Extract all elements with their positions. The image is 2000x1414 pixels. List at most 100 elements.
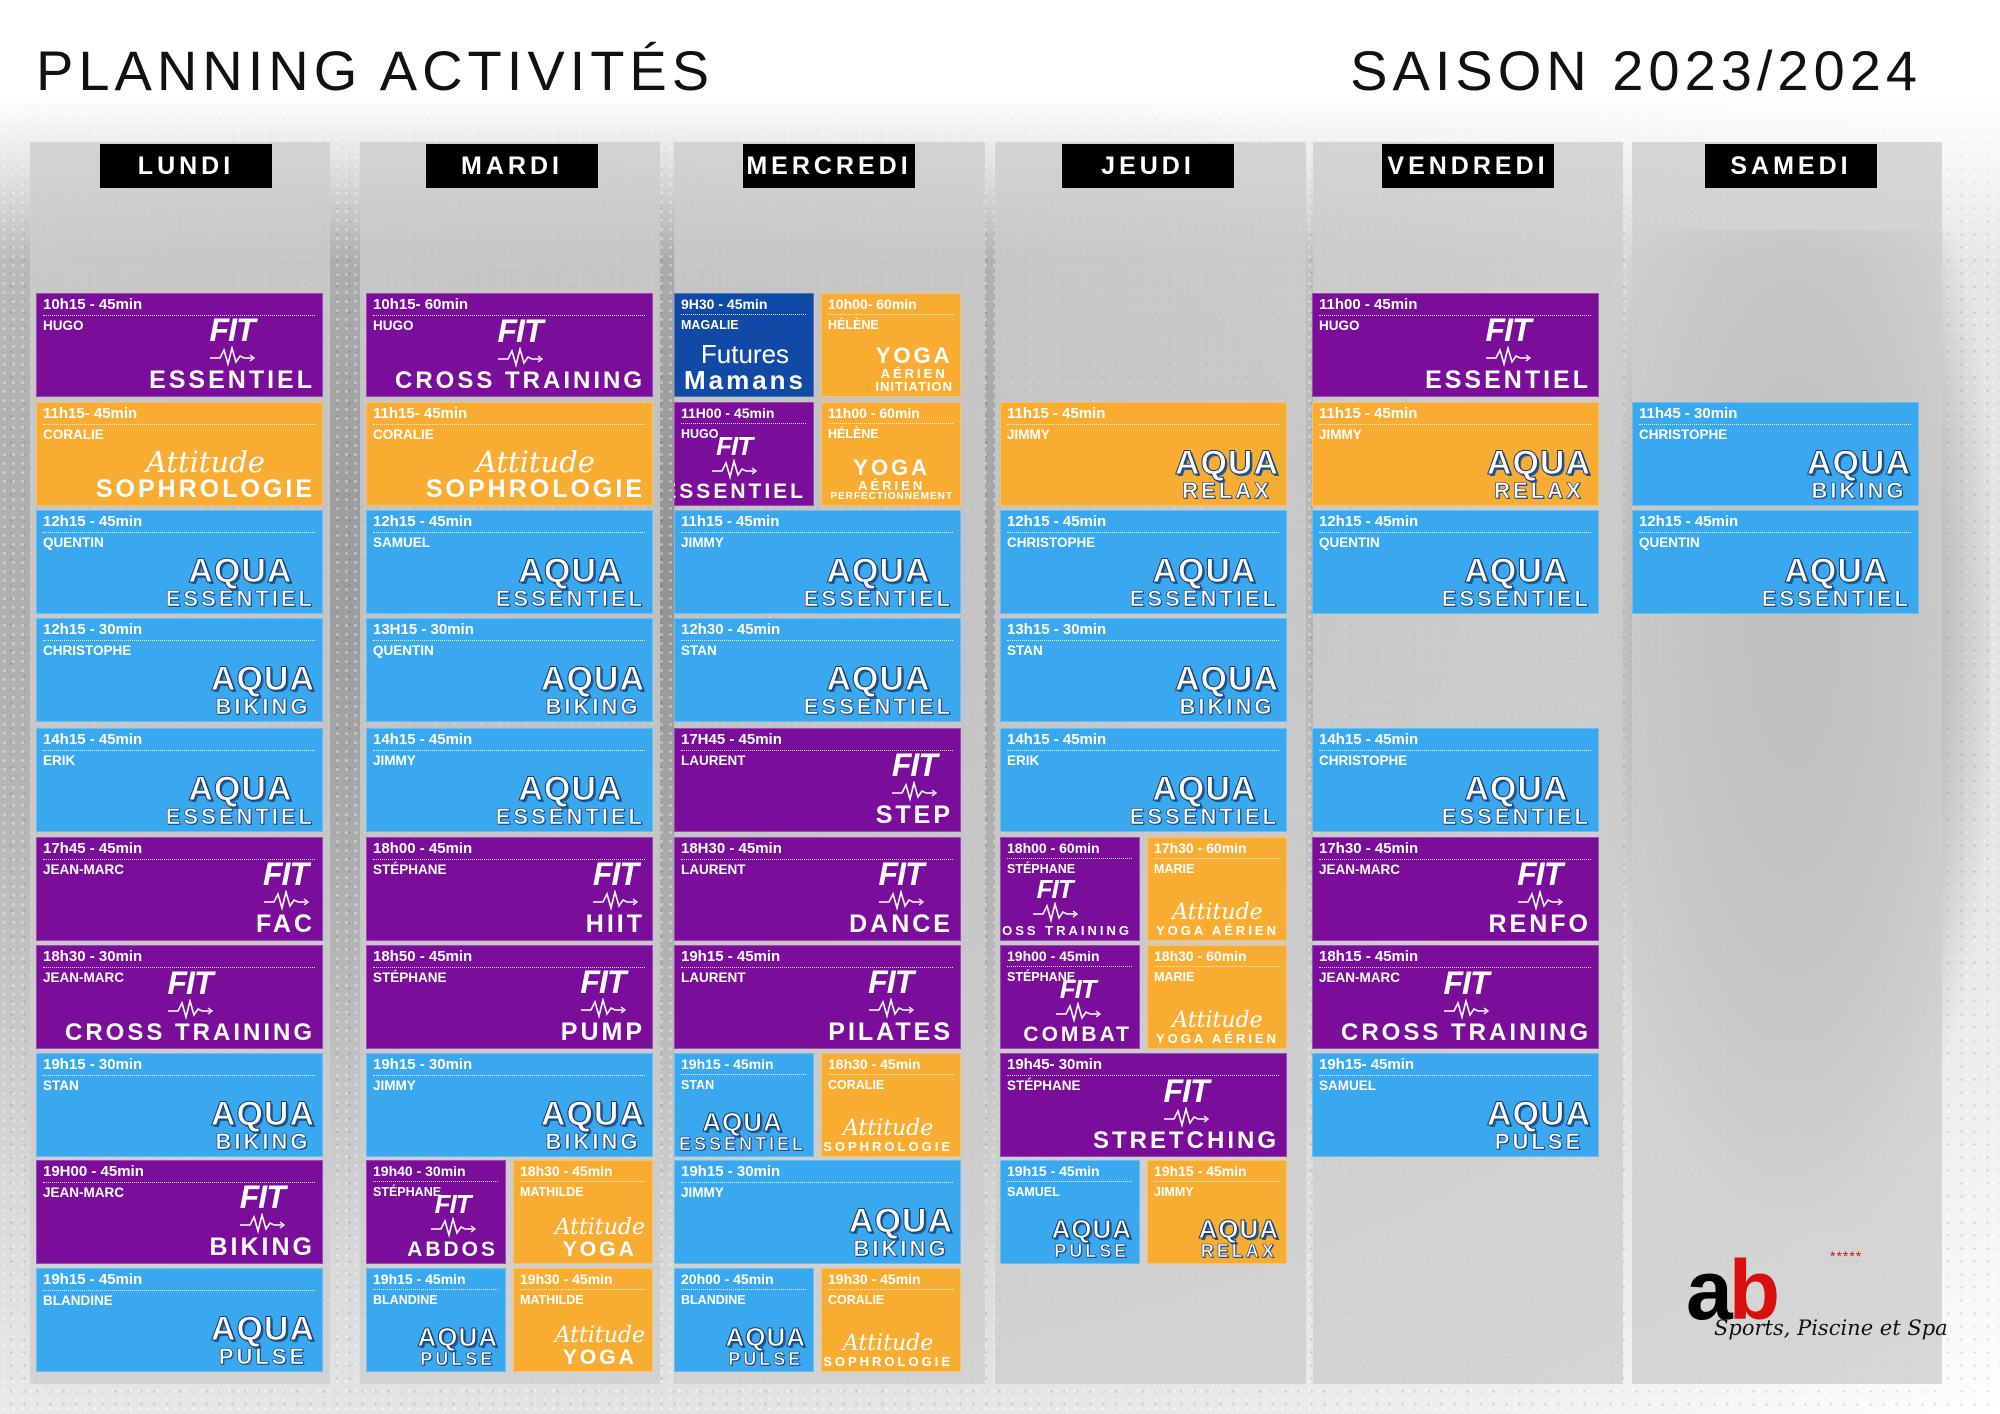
session-logo: FIT ABDOS [407,1191,498,1260]
session-coach: BLANDINE [43,1293,113,1308]
session-card[interactable]: 12h15 - 45min CHRISTOPHE AQUA ESSENTIEL [1000,510,1287,614]
session-card[interactable]: 19h15 - 45min JIMMY AQUA RELAX [1147,1160,1287,1264]
session-card[interactable]: 12h15 - 30min CHRISTOPHE AQUA BIKING [36,618,323,722]
session-card[interactable]: 11h00 - 45min HUGO FIT ESSENTIEL [1312,293,1599,397]
session-card[interactable]: 13h15 - 30min STAN AQUA BIKING [1000,618,1287,722]
session-card[interactable]: 11H00 - 45min HUGO FIT ESSENTIEL [674,402,814,506]
session-card[interactable]: 13H15 - 30min QUENTIN AQUA BIKING [366,618,653,722]
logo-tagline: Sports, Piscine et Spa [1714,1316,1948,1340]
session-card[interactable]: 19h00 - 45min STÉPHANE FIT COMBAT [1000,945,1140,1049]
session-brand: Attitude [554,1323,645,1348]
session-card[interactable]: 10h15- 60min HUGO FIT CROSS TRAINING [366,293,653,397]
session-card[interactable]: 11h15 - 45min JIMMY AQUA ESSENTIEL [674,510,961,614]
session-card[interactable]: 18h30 - 45min MATHILDE Attitude YOGA [513,1160,653,1264]
session-card[interactable]: 20h00 - 45min BLANDINE AQUA PULSE [674,1268,814,1372]
session-card[interactable]: 18h15 - 45min JEAN-MARC FIT CROSS TRAINING [1312,945,1599,1049]
session-time: 19h40 - 30min [373,1163,498,1182]
session-time: 14h15 - 45min [1319,731,1591,751]
session-card[interactable]: 10h15 - 45min HUGO FIT ESSENTIEL [36,293,323,397]
session-card[interactable]: 19h30 - 45min MATHILDE Attitude YOGA [513,1268,653,1372]
session-card[interactable]: 19h40 - 30min STÉPHANE FIT ABDOS [366,1160,506,1264]
session-card[interactable]: 9H30 - 45min MAGALIE Futures Mamans [674,293,814,397]
session-brand: AQUA [188,770,293,808]
session-card[interactable]: 18h30 - 45min CORALIE Attitude SOPHROLOGIE [821,1053,961,1157]
session-time: 13h15 - 30min [1007,621,1279,641]
session-brand: Attitude [1172,900,1263,925]
session-card[interactable]: 18h30 - 30min JEAN-MARC FIT CROSS TRAINING [36,945,323,1049]
session-card[interactable]: 11h15 - 45min JIMMY AQUA RELAX [1000,402,1287,506]
session-card[interactable]: 17h45 - 45min JEAN-MARC FIT FAC [36,837,323,941]
session-activity: ESSENTIEL [495,586,645,611]
session-card[interactable]: 19h15 - 30min STAN AQUA BIKING [36,1053,323,1157]
session-card[interactable]: 11h45 - 30min CHRISTOPHE AQUA BIKING [1632,402,1919,506]
session-card[interactable]: 19h15- 45min SAMUEL AQUA PULSE [1312,1053,1599,1157]
session-time: 18h30 - 45min [520,1163,645,1182]
session-logo: AQUA PULSE [210,1312,315,1369]
session-card[interactable]: 12h15 - 45min SAMUEL AQUA ESSENTIEL [366,510,653,614]
session-card[interactable]: 12h15 - 45min QUENTIN AQUA ESSENTIEL [1312,510,1599,614]
session-coach: JEAN-MARC [43,862,124,877]
session-card[interactable]: 19h15 - 45min STAN AQUA ESSENTIEL [674,1053,814,1157]
session-card[interactable]: 19h15 - 30min JIMMY AQUA BIKING [366,1053,653,1157]
session-card[interactable]: 18h00 - 45min STÉPHANE FIT HIIT [366,837,653,941]
session-logo: FIT PILATES [828,966,953,1045]
session-card[interactable]: 14h15 - 45min CHRISTOPHE AQUA ESSENTIEL [1312,728,1599,832]
session-activity: ESSENTIEL [1761,586,1911,611]
session-card[interactable]: 11h15- 45min CORALIE Attitude SOPHROLOGIE [36,402,323,506]
session-time: 20h00 - 45min [681,1271,806,1290]
session-coach: CORALIE [828,1078,885,1092]
session-activity: BIKING [215,1129,311,1154]
session-logo: FIT CROSS TRAINING [395,315,645,393]
session-card[interactable]: 19h15 - 45min BLANDINE AQUA PULSE [36,1268,323,1372]
session-card[interactable]: 11h15- 45min CORALIE Attitude SOPHROLOGIE [366,402,653,506]
session-time: 9H30 - 45min [681,296,806,315]
session-card[interactable]: 14h15 - 45min ERIK AQUA ESSENTIEL [1000,728,1287,832]
session-card[interactable]: 11h15 - 45min JIMMY AQUA RELAX [1312,402,1599,506]
session-card[interactable]: 17h30 - 60min MARIE Attitude YOGA AÉRIEN [1147,837,1287,941]
session-extra: PERFECTIONNEMENT [830,491,953,502]
session-card[interactable]: 19h15 - 45min SAMUEL AQUA PULSE [1000,1160,1140,1264]
session-activity: SOPHROLOGIE [823,1354,953,1369]
session-coach: HÉLÈNE [828,318,879,332]
session-logo: AQUA ESSENTIEL [495,554,645,611]
session-card[interactable]: 12h15 - 45min QUENTIN AQUA ESSENTIEL [1632,510,1919,614]
heartbeat-icon [892,781,938,803]
session-brand: FIT [434,1189,472,1219]
session-coach: SAMUEL [1007,1185,1060,1199]
session-card[interactable]: 18H30 - 45min LAURENT FIT DANCE [674,837,961,941]
session-card[interactable]: 18h30 - 60min MARIE Attitude YOGA AÉRIEN [1147,945,1287,1049]
session-card[interactable]: 10h00- 60min HÉLÈNE YOGA AÉRIEN INITIATION [821,293,961,397]
session-card[interactable]: 19H00 - 45min JEAN-MARC FIT BIKING [36,1160,323,1264]
session-logo: YOGA AÉRIEN PERFECTIONNEMENT [830,457,953,502]
session-card[interactable]: 17h30 - 45min JEAN-MARC FIT RENFO [1312,837,1599,941]
session-card[interactable]: 17H45 - 45min LAURENT FIT STEP [674,728,961,832]
session-card[interactable]: 14h15 - 45min JIMMY AQUA ESSENTIEL [366,728,653,832]
session-time: 14h15 - 45min [373,731,645,751]
session-logo: Attitude SOPHROLOGIE [823,1333,953,1369]
session-card[interactable]: 11h00 - 60min HÉLÈNE YOGA AÉRIEN PERFECTIONN… [821,402,961,506]
session-logo: FIT STRETCHING [1093,1075,1279,1153]
session-brand: FIT [1059,974,1097,1004]
session-activity: ESSENTIEL [678,1134,806,1154]
session-card[interactable]: 12h15 - 45min QUENTIN AQUA ESSENTIEL [36,510,323,614]
session-card[interactable]: 12h30 - 45min STAN AQUA ESSENTIEL [674,618,961,722]
session-card[interactable]: 19h15 - 45min LAURENT FIT PILATES [674,945,961,1049]
session-time: 18h30 - 60min [1154,948,1279,967]
session-card[interactable]: 18h50 - 45min STÉPHANE FIT PUMP [366,945,653,1049]
session-card[interactable]: 19h30 - 45min CORALIE Attitude SOPHROLOGIE [821,1268,961,1372]
session-card[interactable]: 19h15 - 30min JIMMY AQUA BIKING [674,1160,961,1264]
session-activity: PULSE [218,1344,308,1369]
session-time: 11h15 - 45min [1319,405,1591,425]
session-card[interactable]: 19h45- 30min STÉPHANE FIT STRETCHING [1000,1053,1287,1157]
session-card[interactable]: 19h15 - 45min BLANDINE AQUA PULSE [366,1268,506,1372]
session-activity: PULSE [420,1349,496,1369]
session-time: 18h00 - 60min [1007,840,1132,859]
session-time: 10h15 - 45min [43,296,315,316]
session-activity: SOPHROLOGIE [425,475,645,503]
session-logo: Attitude SOPHROLOGIE [426,448,645,502]
session-brand: FIT [209,312,256,348]
session-card[interactable]: 14h15 - 45min ERIK AQUA ESSENTIEL [36,728,323,832]
session-coach: JEAN-MARC [1319,862,1400,877]
session-time: 19h15 - 30min [681,1163,953,1183]
